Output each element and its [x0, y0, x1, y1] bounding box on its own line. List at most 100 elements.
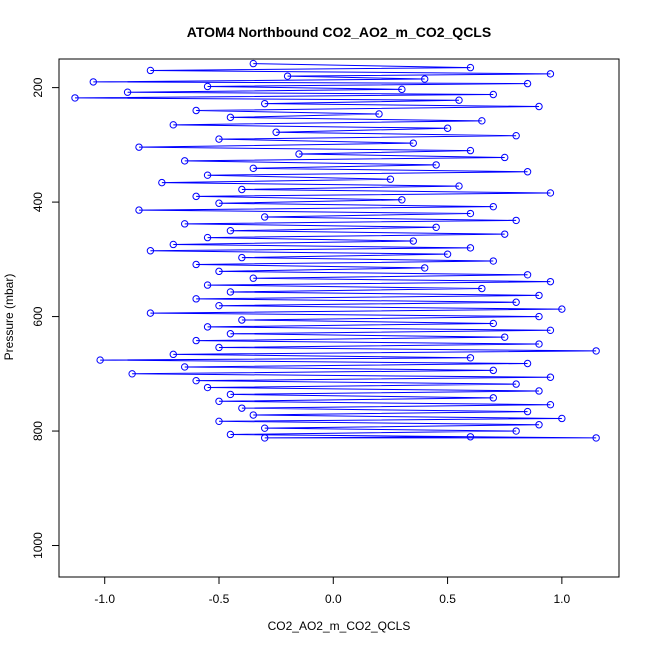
data-point [215, 199, 223, 207]
data-point [409, 139, 417, 147]
data-point [466, 63, 475, 72]
data-point [523, 79, 532, 88]
y-tick-label: 1000 [31, 532, 45, 559]
data-point [489, 319, 497, 328]
x-tick-label: -1.0 [94, 592, 115, 606]
series-line [74, 63, 597, 439]
data-point [466, 433, 475, 441]
data-point [238, 253, 246, 262]
data-point [226, 227, 235, 235]
data-point [146, 247, 155, 255]
data-point [443, 250, 452, 258]
data-point [226, 330, 235, 338]
data-point [512, 298, 520, 306]
x-tick-label: 1.0 [554, 592, 571, 606]
data-point [489, 202, 497, 211]
data-point [261, 99, 269, 108]
data-point [226, 113, 235, 122]
data-point [215, 135, 223, 143]
data-point [226, 390, 235, 399]
data-point [466, 209, 475, 218]
data-point [546, 189, 555, 197]
data-point [512, 427, 520, 435]
data-point [192, 192, 200, 201]
data-point [226, 288, 235, 296]
data-point [261, 424, 269, 432]
chart-title: ATOM4 Northbound CO2_AO2_m_CO2_QCLS [187, 24, 491, 40]
data-point [466, 354, 475, 362]
data-point [375, 110, 383, 118]
data-point [535, 102, 543, 111]
data-point [501, 333, 509, 341]
data-point [181, 157, 189, 165]
data-point [558, 305, 566, 313]
data-point [523, 271, 532, 279]
data-point [215, 397, 223, 405]
data-point [203, 233, 212, 242]
data-point [512, 216, 520, 225]
data-point [215, 267, 223, 276]
data-point [146, 309, 155, 317]
data-point [261, 213, 269, 221]
data-point [478, 117, 486, 125]
data-point [432, 161, 440, 169]
data-point [238, 316, 246, 324]
data-point [478, 284, 486, 293]
data-point [215, 417, 223, 426]
data-point [215, 301, 223, 310]
plot-frame [58, 58, 620, 578]
data-point [546, 277, 555, 286]
data-point [192, 376, 200, 385]
data-point [523, 168, 532, 176]
data-point [181, 220, 189, 228]
data-point [249, 411, 257, 419]
data-point [128, 370, 136, 378]
data-point [203, 171, 212, 179]
data-layer [71, 59, 600, 442]
x-tick-label: 0.0 [325, 592, 342, 606]
y-tick-label: 800 [31, 421, 45, 441]
data-point [443, 124, 452, 132]
data-point [512, 380, 520, 388]
data-point [169, 240, 177, 249]
data-point [89, 78, 97, 86]
data-point [261, 434, 269, 442]
data-point [249, 59, 257, 68]
data-point [535, 421, 543, 429]
data-point [592, 347, 600, 355]
data-point [203, 281, 212, 289]
data-point [169, 350, 177, 359]
data-point [158, 178, 166, 187]
data-point [489, 394, 497, 402]
data-point [535, 291, 543, 300]
data-point [466, 244, 475, 252]
data-point [192, 295, 200, 303]
data-point [215, 343, 223, 352]
data-point [535, 312, 543, 321]
data-point [546, 373, 555, 381]
data-point [535, 387, 543, 395]
data-point [169, 121, 177, 129]
x-tick-label: -0.5 [209, 592, 230, 606]
x-axis-label: CO2_AO2_m_CO2_QCLS [268, 619, 411, 633]
data-point [146, 66, 155, 75]
data-point [535, 340, 543, 348]
data-point [181, 363, 189, 371]
data-point [409, 237, 417, 245]
data-point [546, 326, 555, 335]
data-point [192, 106, 200, 115]
data-point [592, 434, 600, 442]
y-tick-label: 200 [31, 77, 45, 97]
data-point [546, 70, 555, 78]
data-point [455, 182, 463, 190]
x-tick-label: 0.5 [439, 592, 456, 606]
data-point [71, 94, 79, 102]
data-point [192, 260, 200, 269]
data-point [489, 366, 497, 375]
data-point [421, 75, 429, 83]
y-axis-label: Pressure (mbar) [2, 274, 16, 361]
data-point [283, 72, 292, 80]
data-point [96, 356, 104, 364]
data-point [398, 85, 406, 94]
